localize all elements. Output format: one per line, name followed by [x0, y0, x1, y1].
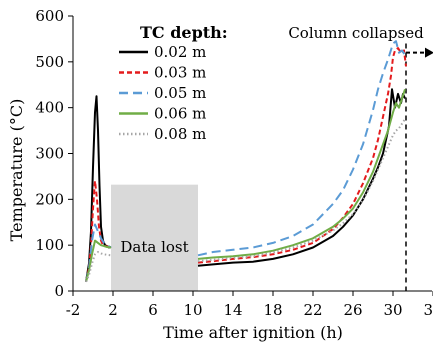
x-tick-label: 14 [223, 301, 242, 319]
y-tick-label: 400 [35, 99, 64, 117]
legend: TC depth:0.02 m 0.03 m 0.05 m 0.06 m 0.08 m [119, 23, 228, 143]
x-axis-label: Time after ignition (h) [163, 323, 343, 342]
legend-label: 0.05 m [154, 84, 206, 102]
annotation-layer: Data lost Column collapsed [111, 24, 433, 291]
x-tick-label: 18 [263, 301, 282, 319]
collapse-arrow-head [425, 47, 433, 58]
x-tick-label: 2 [108, 301, 118, 319]
y-tick-label: 600 [35, 7, 64, 25]
legend-label: 0.03 m [154, 64, 206, 82]
collapse-label: Column collapsed [288, 24, 424, 42]
y-tick-label: 0 [54, 282, 64, 300]
series-layer [85, 40, 407, 283]
data-lost-label: Data lost [120, 238, 188, 256]
x-tick-label: 34 [423, 301, 433, 319]
x-tick-label: 6 [148, 301, 158, 319]
legend-label: 0.08 m [154, 125, 206, 143]
series-line-005m [85, 40, 406, 283]
series-line-008m [85, 118, 406, 283]
y-tick-label: 200 [35, 190, 64, 208]
x-tick-label: 10 [183, 301, 202, 319]
data-lost-region [111, 184, 198, 291]
y-tick-label: 100 [35, 236, 64, 254]
y-tick-label: 500 [35, 53, 64, 71]
y-tick-label: 300 [35, 145, 64, 163]
legend-label: 0.02 m [154, 43, 206, 61]
legend-title: TC depth: [140, 23, 228, 42]
x-tick-label: 30 [383, 301, 402, 319]
y-axis-label: Temperature (°C) [7, 99, 26, 242]
x-tick-label: -2 [66, 301, 81, 319]
legend-label: 0.06 m [154, 105, 206, 123]
series-line-006m [85, 88, 406, 283]
x-tick-label: 26 [343, 301, 362, 319]
x-tick-label: 22 [303, 301, 322, 319]
